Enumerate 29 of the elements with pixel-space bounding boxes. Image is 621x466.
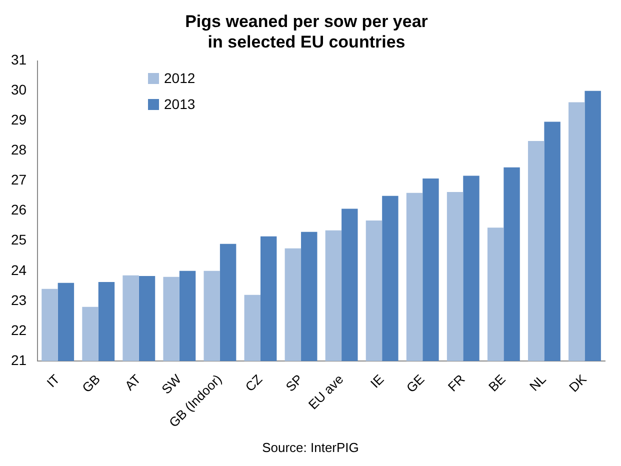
- y-tick-label: 29: [10, 112, 27, 128]
- x-tick-label: BE: [485, 371, 509, 394]
- y-tick-label: 23: [10, 292, 27, 308]
- x-tick-label: FR: [444, 372, 468, 394]
- y-tick-label: 24: [10, 262, 27, 278]
- text: Pigs weaned per sow per year: [185, 12, 428, 31]
- x-tick-label: IE: [367, 371, 387, 391]
- x-tick-label: CZ: [242, 371, 266, 394]
- y-tick-label: 25: [10, 232, 27, 248]
- x-tick-label: SW: [158, 371, 185, 397]
- y-tick-label: 22: [10, 322, 27, 338]
- x-tick-label: EU ave: [305, 372, 346, 412]
- y-tick-label: 21: [10, 352, 27, 368]
- x-tick-label: DK: [566, 371, 590, 395]
- legend-label: 2012: [164, 70, 196, 86]
- y-tick-label: 28: [10, 142, 27, 158]
- text: in selected EU countries: [208, 32, 406, 52]
- y-tick-label: 30: [10, 82, 27, 98]
- x-tick-label: IT: [44, 371, 63, 390]
- x-tick-label: NL: [526, 372, 549, 394]
- x-tick-label: SP: [282, 372, 306, 394]
- y-tick-label: 26: [10, 202, 27, 218]
- x-tick-label: GB: [79, 372, 104, 396]
- x-tick-label: AT: [122, 371, 144, 394]
- legend-label: 2013: [164, 96, 196, 112]
- x-tick-label: GE: [403, 371, 428, 396]
- y-tick-label: 27: [10, 172, 27, 188]
- source-note: Source: InterPIG: [261, 440, 360, 455]
- y-tick-label: 31: [10, 52, 27, 68]
